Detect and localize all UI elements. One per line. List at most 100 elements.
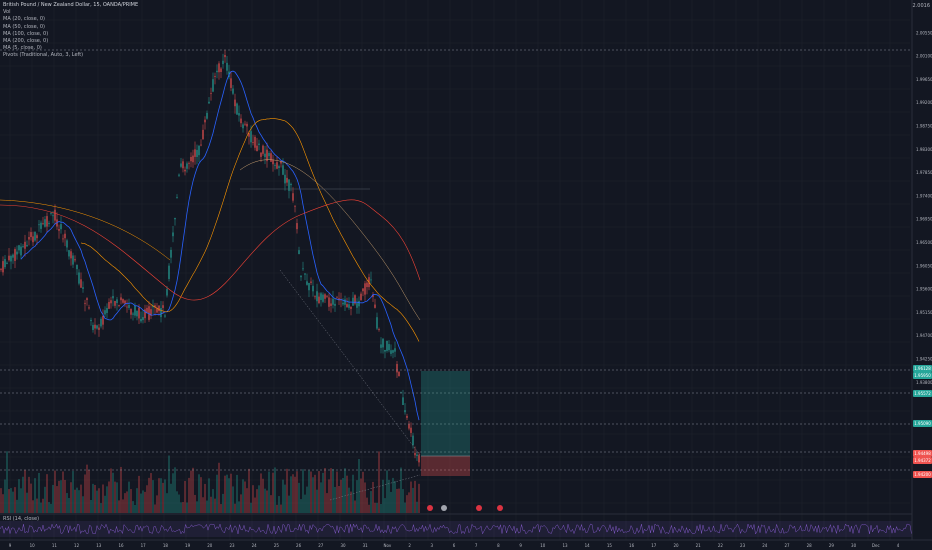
volume-bar [20,488,22,513]
volume-bar [244,481,246,513]
candle-body [92,325,94,330]
candle-body [224,54,226,58]
candle-body [42,223,44,225]
legend-line-ma100[interactable]: MA (100, close, 0) [3,30,49,37]
candle-body [2,261,4,273]
candle-body [308,282,310,291]
candle-body [264,153,266,158]
volume-bar [410,481,412,513]
volume-bar [406,495,408,513]
legend-line-ma50[interactable]: MA (50, close, 0) [3,23,46,30]
candle-body [72,255,74,265]
candle-body [216,70,218,73]
candle-body [18,245,20,251]
volume-bar [186,502,188,513]
volume-bar [282,479,284,513]
volume-bar [342,478,344,513]
candle-body [142,317,144,321]
volume-bar [200,477,202,513]
time-axis-label: 26 [296,543,302,548]
indicator-legend[interactable]: British Pound / New Zealand Dollar, 15, … [3,2,138,60]
candle-body [182,161,184,169]
volume-bar [102,484,104,513]
volume-bar [384,498,386,513]
volume-bar [354,500,356,513]
volume-bar [258,485,260,513]
candle-body [410,427,412,433]
volume-bar [124,493,126,513]
volume-bar [78,490,80,513]
price-axis-label: 2.00550 [916,30,932,35]
volume-bar [38,472,40,513]
long-position-tool[interactable] [421,371,470,476]
volume-bar [300,499,302,513]
candle-body [244,123,246,125]
volume-bar [390,491,392,513]
rsi-legend[interactable]: RSI (14, close) [3,516,40,522]
volume-bar [142,490,144,513]
volume-bar [310,471,312,513]
volume-bar [394,481,396,513]
legend-line-ma200[interactable]: MA (200, close, 0) [3,38,49,45]
candle-body [258,143,260,145]
candle-body [262,145,264,154]
volume-bar [14,487,16,513]
event-flag-icon [476,505,482,511]
time-axis-label: 27 [318,543,324,548]
candle-body [268,152,270,157]
price-axis-label: 1.99200 [916,100,932,105]
time-axis[interactable]: 9 10 11 12 13 16 17 18 19 20 23 24 25 26 27 30 31 Nov 2 3 6 7… [9,543,900,548]
candle-body [242,124,244,129]
symbol-title[interactable]: British Pound / New Zealand Dollar, 15, … [3,2,139,8]
volume-bar [54,470,56,513]
volume-bar [302,469,304,513]
volume-bar [18,479,20,513]
time-axis-label: 3 [431,543,434,548]
legend-line-vol[interactable]: Vol [3,9,11,16]
candle-body [314,296,316,298]
rsi-pane [0,513,932,541]
volume-bar [62,471,64,513]
candle-body [114,300,116,306]
price-tag-3: 1.95572 [913,390,932,397]
legend-line-pivots[interactable]: Pivots (Traditional, Auto, 3, Left) [3,52,84,59]
candle-body [168,265,170,279]
legend-line-ma5[interactable]: MA (5, close, 0) [3,45,42,52]
time-axis-label: Dec [872,543,880,548]
volume-bar [418,483,420,513]
volume-bar [156,495,158,513]
candle-body [84,302,86,304]
volume-bar [280,504,282,513]
volume-bar [412,487,414,513]
time-axis-label: 10 [540,543,546,548]
candle-body [130,309,132,315]
candle-body [318,296,320,304]
volume-bar [140,493,142,513]
volume-bar [2,494,4,513]
candle-body [82,287,84,289]
candle-body [110,300,112,304]
candle-body [248,133,250,137]
candle-body [358,300,360,307]
candle-body [86,298,88,300]
time-axis-label: 19 [185,543,191,548]
volume-bar [164,479,166,513]
volume-bar [32,500,34,513]
candle-body [276,162,278,169]
candle-body [286,177,288,183]
volume-bar [48,502,50,513]
candle-body [336,297,338,299]
volume-bar [30,483,32,513]
time-axis-label: 20 [207,543,213,548]
legend-line-ma20[interactable]: MA (20, close, 0) [3,16,46,23]
candle-body [140,318,142,322]
volume-bar [182,502,184,513]
candle-body [6,262,8,264]
price-axis[interactable]: 2.00550 2.00100 1.99650 1.99200 1.98750 1.983… [911,0,932,540]
economic-events[interactable] [427,505,503,511]
candle-body [388,344,390,351]
volume-bar [134,504,136,513]
time-axis-label: 9 [9,543,12,548]
volume-bar [392,477,394,513]
